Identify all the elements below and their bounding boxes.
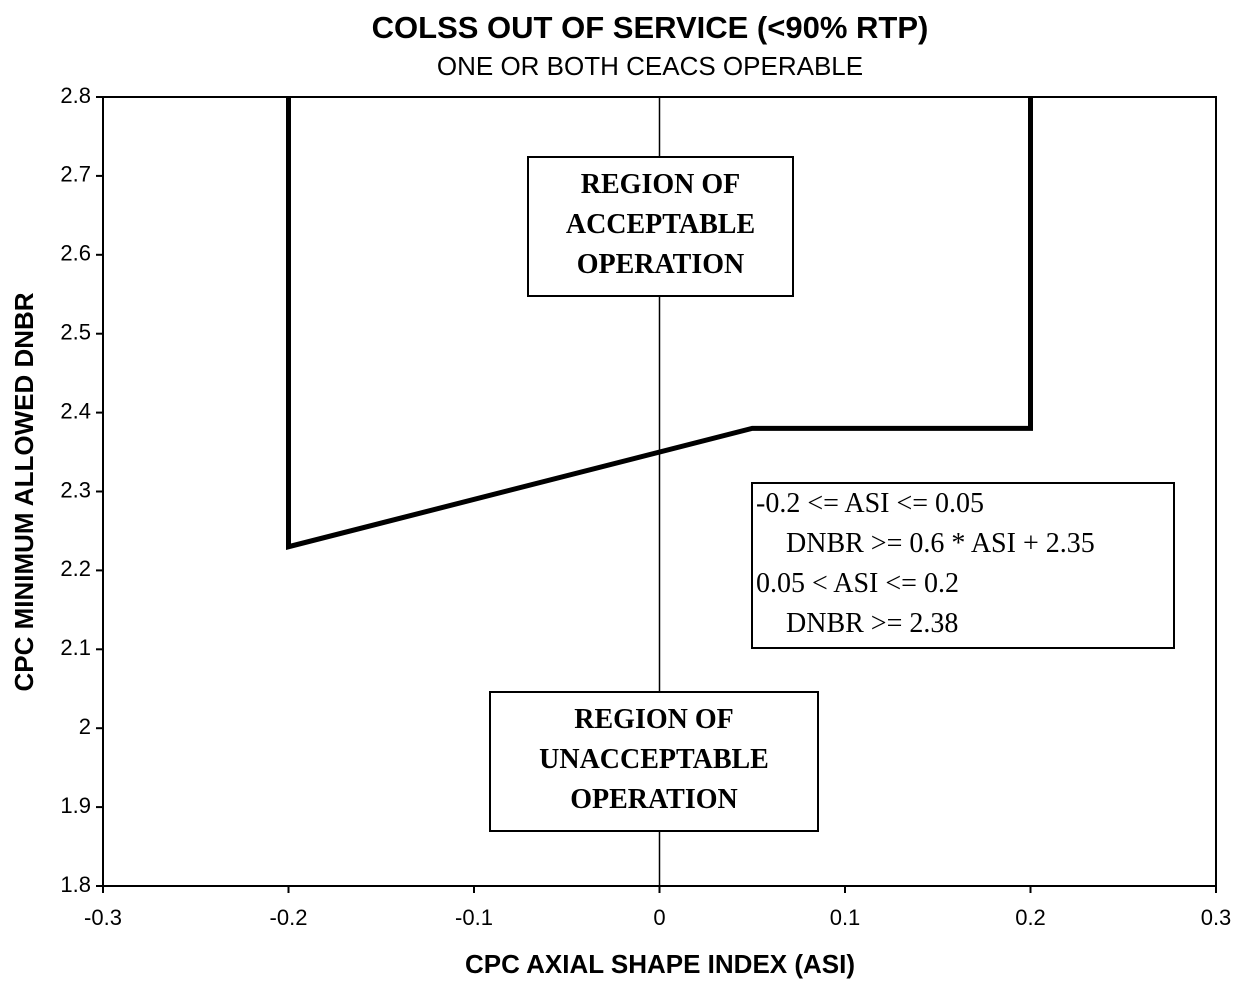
y-tick-label: 2.1 bbox=[60, 635, 91, 660]
x-tick-label: 0 bbox=[653, 905, 665, 930]
annotation-text: ACCEPTABLE bbox=[566, 209, 755, 240]
x-tick-label: -0.3 bbox=[84, 905, 122, 930]
x-tick-label: 0.1 bbox=[830, 905, 861, 930]
y-tick-label: 2.7 bbox=[60, 162, 91, 187]
annotation-text: OPERATION bbox=[570, 784, 738, 815]
chart-subtitle: ONE OR BOTH CEACS OPERABLE bbox=[437, 51, 863, 81]
annotation-text: 0.05 < ASI <= 0.2 bbox=[756, 568, 959, 599]
y-tick-label: 2.2 bbox=[60, 556, 91, 581]
x-tick-label: -0.1 bbox=[455, 905, 493, 930]
y-tick-label: 1.9 bbox=[60, 793, 91, 818]
y-tick-label: 2.4 bbox=[60, 398, 91, 423]
chart-title: COLSS OUT OF SERVICE (<90% RTP) bbox=[372, 10, 929, 45]
y-tick-label: 2 bbox=[79, 714, 91, 739]
y-tick-label: 2.6 bbox=[60, 241, 91, 266]
x-tick-label: 0.3 bbox=[1201, 905, 1232, 930]
annotation-text: -0.2 <= ASI <= 0.05 bbox=[756, 488, 984, 519]
x-tick-label: -0.2 bbox=[270, 905, 308, 930]
annotation-text: UNACCEPTABLE bbox=[539, 744, 769, 775]
annotation-text: REGION OF bbox=[574, 704, 733, 735]
y-axis-label: CPC MINIMUM ALLOWED DNBR bbox=[9, 292, 39, 691]
x-tick-label: 0.2 bbox=[1015, 905, 1046, 930]
y-tick-label: 2.3 bbox=[60, 477, 91, 502]
annotation-text: DNBR >= 0.6 * ASI + 2.35 bbox=[786, 528, 1095, 559]
annotation-text: DNBR >= 2.38 bbox=[786, 608, 958, 639]
y-tick-label: 1.8 bbox=[60, 872, 91, 897]
annotation-text: REGION OF bbox=[581, 169, 740, 200]
y-tick-label: 2.8 bbox=[60, 83, 91, 108]
annotation-text: OPERATION bbox=[577, 249, 745, 280]
annotation-box bbox=[751, 482, 1175, 649]
x-axis-label: CPC AXIAL SHAPE INDEX (ASI) bbox=[465, 949, 855, 979]
annotation-box bbox=[489, 691, 819, 832]
y-tick-label: 2.5 bbox=[60, 320, 91, 345]
limit-line bbox=[286, 97, 1033, 550]
annotation-box bbox=[527, 156, 794, 297]
